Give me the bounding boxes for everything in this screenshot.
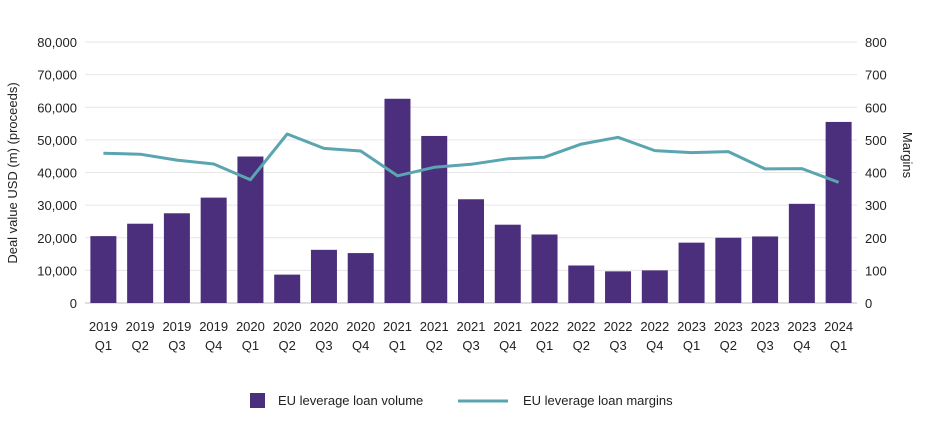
x-tick-label-quarter: Q4 [352,338,369,353]
left-tick-label: 40,000 [37,166,77,181]
right-y-axis: 0 100 200 300 400 500 600 700 800 [865,35,887,311]
bar [310,249,337,303]
x-tick-label-quarter: Q3 [315,338,332,353]
x-tick-label-year: 2022 [530,319,559,334]
bar [715,237,742,303]
left-axis-title: Deal value USD (m) (proceeds) [5,82,20,263]
x-tick-label-quarter: Q1 [683,338,700,353]
legend: EU leverage loan volume EU leverage loan… [250,393,673,408]
bar [568,265,595,303]
left-tick-label: 80,000 [37,35,77,50]
bar [347,253,374,303]
x-tick-label-year: 2024 [824,319,853,334]
x-tick-label-quarter: Q2 [573,338,590,353]
left-tick-label: 50,000 [37,133,77,148]
left-tick-label: 10,000 [37,263,77,278]
x-tick-label-quarter: Q4 [646,338,663,353]
right-tick-label: 600 [865,100,887,115]
bar-series-volume [90,98,852,304]
x-tick-label-quarter: Q3 [168,338,185,353]
bar [531,234,558,303]
bar [384,98,411,303]
x-tick-label-quarter: Q3 [756,338,773,353]
right-axis-title: Margins [900,132,915,179]
right-tick-label: 500 [865,133,887,148]
line-series-margins [103,132,840,184]
left-tick-label: 30,000 [37,198,77,213]
x-tick-label-quarter: Q1 [389,338,406,353]
legend-label-volume: EU leverage loan volume [278,393,423,408]
x-tick-label-quarter: Q4 [793,338,810,353]
x-tick-label-year: 2022 [567,319,596,334]
x-tick-label-year: 2021 [493,319,522,334]
right-tick-label: 800 [865,35,887,50]
right-tick-label: 300 [865,198,887,213]
x-tick-label-quarter: Q2 [279,338,296,353]
x-tick-label-quarter: Q2 [131,338,148,353]
right-tick-label: 100 [865,263,887,278]
x-tick-label-year: 2020 [346,319,375,334]
bar [752,236,779,303]
x-axis: 2019 Q1 2019 Q2 2019 Q3 2019 Q4 2020 Q1 2020 Q2 2020… [89,319,853,353]
bar [127,223,154,303]
bar [494,224,521,303]
x-tick-label-quarter: Q2 [720,338,737,353]
x-tick-label-quarter: Q2 [426,338,443,353]
x-tick-label-year: 2023 [714,319,743,334]
x-tick-label-year: 2019 [199,319,228,334]
bar [458,199,484,303]
x-tick-label-quarter: Q1 [95,338,112,353]
x-tick-label-year: 2020 [273,319,302,334]
x-tick-label-year: 2021 [420,319,449,334]
right-tick-label: 700 [865,68,887,83]
bar [641,270,668,303]
x-tick-label-year: 2019 [126,319,155,334]
x-tick-label-quarter: Q1 [242,338,259,353]
x-tick-label-year: 2021 [383,319,412,334]
legend-label-margins: EU leverage loan margins [523,393,673,408]
bar [163,213,190,303]
bar [274,274,301,303]
bar [788,203,815,303]
x-tick-label-year: 2020 [236,319,265,334]
x-tick-label-quarter: Q4 [499,338,516,353]
left-tick-label: 0 [70,296,77,311]
x-tick-label-year: 2019 [89,319,118,334]
right-tick-label: 200 [865,231,887,246]
x-tick-label-year: 2019 [162,319,191,334]
x-tick-label-year: 2023 [677,319,706,334]
bar [200,197,227,303]
legend-swatch-volume [250,393,265,408]
x-tick-label-quarter: Q1 [830,338,847,353]
right-tick-label: 400 [865,166,887,181]
bar [825,121,852,304]
bar [678,242,705,303]
bar [421,135,448,303]
x-tick-label-year: 2023 [751,319,780,334]
x-tick-label-quarter: Q1 [536,338,553,353]
x-tick-label-year: 2022 [604,319,633,334]
right-tick-label: 0 [865,296,872,311]
x-tick-label-year: 2021 [457,319,486,334]
margins-line [103,132,840,184]
x-tick-label-year: 2020 [309,319,338,334]
x-tick-label-quarter: Q4 [205,338,222,353]
x-tick-label-year: 2022 [640,319,669,334]
x-tick-label-quarter: Q3 [462,338,479,353]
left-y-axis: 0 10,000 20,000 30,000 40,000 50,000 60,000 70,… [37,35,77,311]
left-tick-label: 20,000 [37,231,77,246]
left-tick-label: 70,000 [37,68,77,83]
x-tick-label-quarter: Q3 [609,338,626,353]
x-tick-label-year: 2023 [787,319,816,334]
bar [90,236,117,303]
bar [605,271,632,303]
left-tick-label: 60,000 [37,100,77,115]
